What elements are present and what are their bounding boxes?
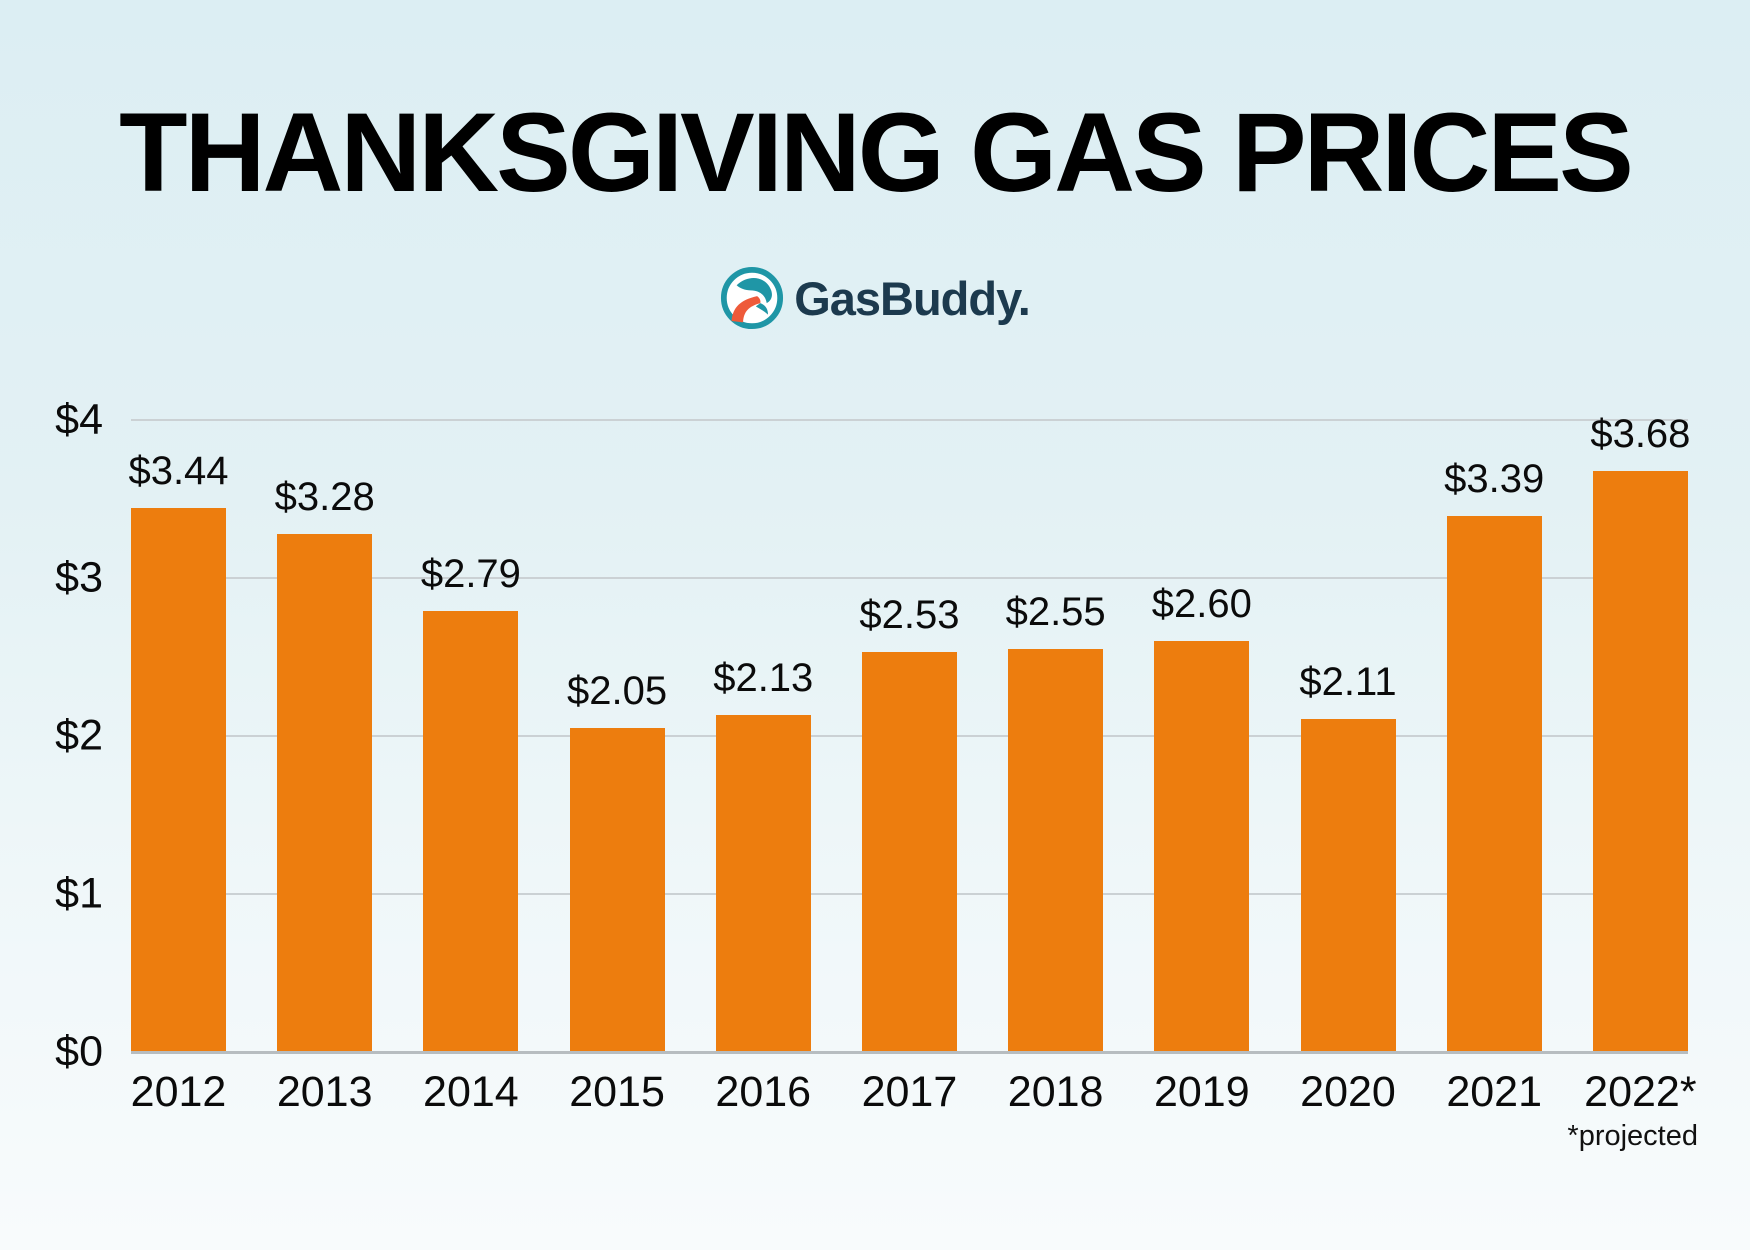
bar-slot-2019: $2.60 2019	[1151, 420, 1252, 1116]
gridline	[131, 577, 1688, 579]
page-title: THANKSGIVING GAS PRICES	[119, 90, 1634, 215]
bar-slot-2022: $3.68 2022*	[1584, 412, 1696, 1116]
bar-value-label: $2.13	[713, 656, 814, 701]
bar-category-label: 2022*	[1584, 1068, 1697, 1116]
bar	[1592, 470, 1688, 1052]
bar-value-label: $3.68	[1590, 411, 1691, 456]
bar-value-label: $2.11	[1299, 659, 1397, 704]
bar-category-label: 2015	[569, 1068, 665, 1116]
bar	[277, 533, 373, 1052]
bar-slot-2018: $2.55 2018	[1005, 420, 1106, 1116]
projected-footnote: *projected	[1567, 1120, 1698, 1152]
bar-slot-2020: $2.11 2020	[1299, 420, 1397, 1116]
y-axis-tick-label: $4	[55, 395, 103, 444]
bar-category-label: 2021	[1446, 1068, 1543, 1116]
bar-value-label: $2.79	[420, 552, 521, 597]
bar	[1446, 516, 1542, 1052]
bar-value-label: $2.05	[567, 669, 668, 714]
plot-area: $3.44 2012 $3.28 2013 $2.79 2014 $2.05 2…	[128, 412, 1696, 1116]
bar-category-label: 2019	[1153, 1068, 1250, 1116]
bar-category-label: 2020	[1300, 1068, 1396, 1116]
bar-category-label: 2012	[130, 1068, 227, 1116]
gasbuddy-logo: GasBuddy.	[0, 266, 1750, 330]
gridline	[131, 419, 1688, 421]
bar	[423, 611, 519, 1052]
bar-slot-2015: $2.05 2015	[567, 420, 668, 1116]
y-axis-tick-label: $1	[55, 869, 103, 918]
x-axis-baseline	[131, 1051, 1688, 1054]
bar-category-label: 2016	[715, 1068, 812, 1116]
bar	[1300, 718, 1396, 1052]
bar-value-label: $2.60	[1151, 582, 1252, 627]
gasbuddy-wordmark: GasBuddy.	[794, 271, 1031, 325]
bar-value-label: $3.39	[1444, 457, 1545, 502]
bar-category-label: 2017	[861, 1068, 958, 1116]
gasbuddy-road-icon	[721, 266, 784, 330]
bar-value-label: $2.55	[1005, 590, 1106, 635]
bar-category-label: 2014	[423, 1068, 519, 1116]
bar-value-label: $3.28	[274, 474, 375, 519]
bar-slot-2012: $3.44 2012	[128, 420, 229, 1116]
bar-slot-2013: $3.28 2013	[274, 420, 375, 1116]
bar-slot-2021: $3.39 2021	[1444, 420, 1545, 1116]
bar-slot-2016: $2.13 2016	[713, 420, 814, 1116]
bar-slot-2017: $2.53 2017	[859, 420, 960, 1116]
bar	[1008, 649, 1104, 1052]
bar-value-label: $3.44	[128, 449, 229, 494]
bar	[131, 508, 226, 1052]
bar	[1154, 641, 1250, 1052]
bar-slot-2014: $2.79 2014	[420, 420, 521, 1116]
bar-value-label: $2.53	[859, 593, 960, 638]
y-axis-tick-label: $3	[55, 553, 103, 602]
y-axis-tick-label: $2	[55, 711, 103, 760]
bar	[569, 728, 665, 1052]
y-axis-tick-label: $0	[55, 1027, 103, 1076]
bar	[861, 652, 957, 1052]
bars-container: $3.44 2012 $3.28 2013 $2.79 2014 $2.05 2…	[128, 412, 1696, 1116]
bar-category-label: 2018	[1007, 1068, 1104, 1116]
bar-category-label: 2013	[276, 1068, 373, 1116]
bar	[715, 715, 811, 1052]
